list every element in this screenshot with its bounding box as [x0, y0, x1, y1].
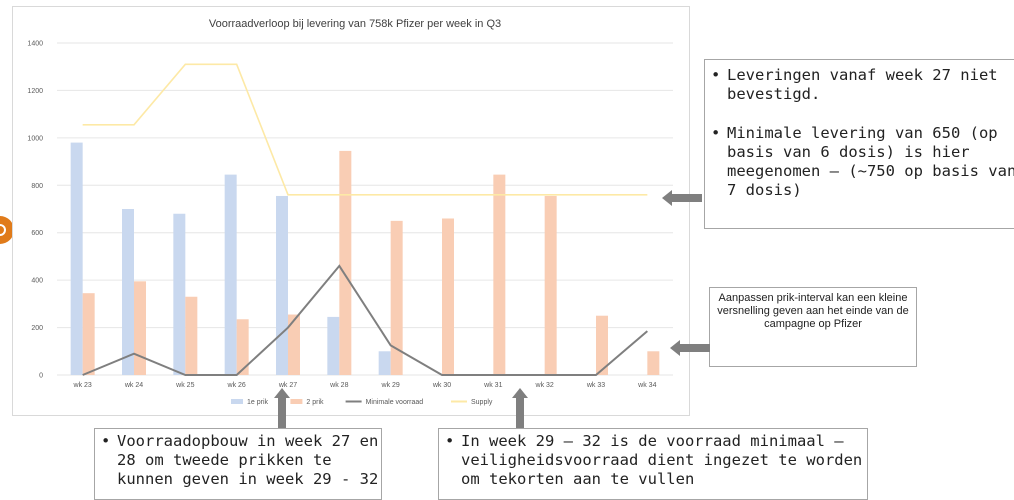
y-tick-label: 200: [31, 325, 43, 332]
arrow-left-icon: [662, 190, 702, 206]
bar-2-prik: [236, 319, 249, 375]
bar-1e-prik: [224, 174, 237, 375]
bar-2-prik: [288, 314, 300, 375]
chart-title: Voorraadverloop bij levering van 758k Pf…: [209, 18, 501, 30]
callout-bottom-left: Voorraadopbouw in week 27 en 28 om tweed…: [94, 428, 382, 500]
bar-2-prik: [185, 296, 198, 375]
arrow-up-icon: [512, 388, 528, 428]
bar-2-prik: [134, 281, 146, 375]
callout-bottom-left-item: Voorraadopbouw in week 27 en 28 om tweed…: [95, 432, 381, 489]
callout-right: Leveringen vanaf week 27 niet bevestigd.…: [704, 59, 1014, 229]
chart-canvas: Voorraadverloop bij levering van 758k Pf…: [27, 18, 673, 406]
y-tick-label: 600: [31, 230, 43, 237]
bar-2-prik: [442, 218, 454, 375]
bar-2-prik: [82, 293, 95, 375]
x-tick-label: wk 29: [381, 382, 400, 389]
y-tick-label: 1000: [27, 135, 43, 142]
bar-1e-prik: [327, 316, 340, 375]
x-tick-label: wk 23: [73, 382, 92, 389]
x-tick-label: wk 25: [175, 382, 194, 389]
x-tick-label: wk 27: [278, 382, 297, 389]
callout-right-item-1: Leveringen vanaf week 27 niet bevestigd.: [705, 66, 1014, 104]
arrow-left-icon: [670, 340, 710, 356]
x-tick-label: wk 32: [535, 382, 554, 389]
bar-1e-prik: [378, 351, 391, 375]
legend-label: Minimale voorraad: [366, 399, 424, 406]
x-tick-label: wk 24: [124, 382, 143, 389]
x-tick-label: wk 31: [483, 382, 502, 389]
legend-swatch: [231, 399, 243, 404]
x-tick-label: wk 34: [637, 382, 656, 389]
callout-right-item-2: Minimale levering van 650 (op basis van …: [705, 124, 1014, 200]
legend-swatch: [290, 399, 303, 404]
x-tick-label: wk 33: [586, 382, 605, 389]
legend-label: 1e prik: [247, 399, 269, 406]
callout-bottom-right: In week 29 – 32 is de voorraad minimaal …: [438, 428, 868, 500]
bar-2-prik: [493, 174, 506, 375]
x-tick-label: wk 30: [432, 382, 451, 389]
y-tick-label: 800: [31, 183, 43, 190]
bar-2-prik: [647, 351, 660, 375]
line-supply: [82, 63, 648, 196]
bar-2-prik: [390, 220, 403, 375]
bar-1e-prik: [70, 142, 83, 375]
chart-container: Voorraadverloop bij levering van 758k Pf…: [12, 6, 690, 416]
callout-prik-interval: Aanpassen prik-interval kan een kleine v…: [709, 287, 917, 367]
callout-prik-interval-text: Aanpassen prik-interval kan een kleine v…: [717, 292, 909, 330]
x-tick-label: wk 26: [227, 382, 246, 389]
legend-label: Supply: [471, 399, 493, 406]
bar-2-prik: [339, 150, 352, 375]
y-tick-label: 400: [31, 278, 43, 285]
x-tick-label: wk 28: [329, 382, 348, 389]
bar-1e-prik: [173, 213, 186, 375]
line-minimale-voorraad: [82, 264, 648, 376]
y-tick-label: 1400: [27, 41, 43, 48]
callout-bottom-right-item: In week 29 – 32 is de voorraad minimaal …: [439, 432, 867, 489]
bar-2-prik: [544, 195, 557, 375]
legend-label: 2 prik: [306, 399, 324, 406]
y-tick-label: 0: [39, 373, 43, 380]
bar-2-prik: [596, 315, 608, 375]
orange-circle-marker: [0, 216, 14, 244]
bar-1e-prik: [122, 209, 134, 375]
bar-1e-prik: [276, 195, 288, 375]
y-tick-label: 1200: [27, 88, 43, 95]
arrow-up-icon: [274, 388, 290, 428]
